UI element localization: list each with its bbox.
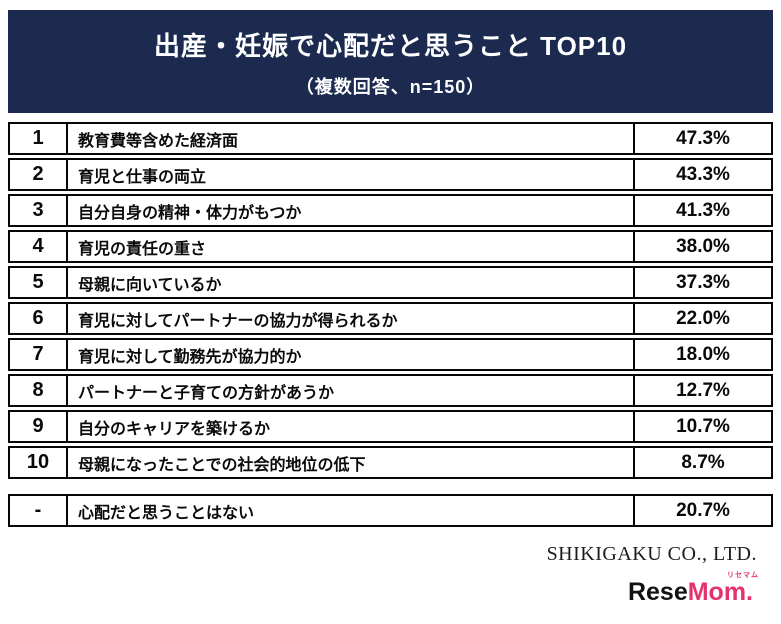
percent-cell: 18.0% — [633, 340, 771, 369]
table-row: 4 育児の責任の重さ 38.0% — [8, 230, 773, 263]
percent-cell: 47.3% — [633, 124, 771, 153]
percent-cell: 41.3% — [633, 196, 771, 225]
table-row: 8 パートナーと子育ての方針があうか 12.7% — [8, 374, 773, 407]
item-cell: 心配だと思うことはない — [78, 504, 255, 522]
rank-cell: - — [10, 496, 68, 525]
rank-cell: 10 — [10, 448, 68, 477]
rank-cell: 1 — [10, 124, 68, 153]
percent-cell: 10.7% — [633, 412, 771, 441]
item-cell: パートナーと子育ての方針があうか — [78, 384, 335, 402]
percent-cell: 38.0% — [633, 232, 771, 261]
item-cell: 育児に対してパートナーの協力が得られるか — [78, 312, 398, 330]
chart-header: 出産・妊娠で心配だと思うこと TOP10 （複数回答、n=150） — [8, 10, 773, 113]
percent-cell: 37.3% — [633, 268, 771, 297]
ranking-table: 1 教育費等含めた経済面 47.3% 2 育児と仕事の両立 43.3% 3 自分… — [8, 122, 773, 527]
table-row: 10 母親になったことでの社会的地位の低下 8.7% — [8, 446, 773, 479]
percent-cell: 22.0% — [633, 304, 771, 333]
rank-cell: 9 — [10, 412, 68, 441]
table-row: 6 育児に対してパートナーの協力が得られるか 22.0% — [8, 302, 773, 335]
item-cell: 教育費等含めた経済面 — [78, 132, 239, 150]
item-cell: 育児に対して勤務先が協力的か — [78, 348, 302, 366]
rank-cell: 6 — [10, 304, 68, 333]
footer: SHIKIGAKU CO., LTD. ReseMom. リセマム — [8, 543, 773, 605]
table-row: 5 母親に向いているか 37.3% — [8, 266, 773, 299]
logo-text-rese: Rese — [627, 578, 688, 606]
table-row: 1 教育費等含めた経済面 47.3% — [8, 122, 773, 155]
rank-cell: 5 — [10, 268, 68, 297]
chart-title: 出産・妊娠で心配だと思うこと TOP10 — [153, 31, 628, 61]
item-cell: 自分のキャリアを築けるか — [78, 420, 271, 438]
rank-cell: 4 — [10, 232, 68, 261]
chart-subtitle: （複数回答、n=150） — [295, 77, 486, 97]
logo-text-mom: Mom. — [687, 578, 753, 606]
item-cell: 育児と仕事の両立 — [78, 168, 207, 186]
rank-cell: 2 — [10, 160, 68, 189]
rank-cell: 8 — [10, 376, 68, 405]
rank-cell: 3 — [10, 196, 68, 225]
percent-cell: 8.7% — [633, 448, 771, 477]
table-row: 7 育児に対して勤務先が協力的か 18.0% — [8, 338, 773, 371]
percent-cell: 20.7% — [633, 496, 771, 525]
table-row: 9 自分のキャリアを築けるか 10.7% — [8, 410, 773, 443]
table-row-no-worry: - 心配だと思うことはない 20.7% — [8, 494, 773, 527]
item-cell: 育児の責任の重さ — [78, 240, 207, 258]
percent-cell: 43.3% — [633, 160, 771, 189]
company-name: SHIKIGAKU CO., LTD. — [546, 543, 757, 565]
logo-ruby-text: リセマム — [727, 572, 759, 579]
item-cell: 自分自身の精神・体力がもつか — [78, 204, 302, 222]
item-cell: 母親になったことでの社会的地位の低下 — [78, 456, 366, 474]
rank-cell: 7 — [10, 340, 68, 369]
item-cell: 母親に向いているか — [78, 276, 222, 294]
table-row: 2 育児と仕事の両立 43.3% — [8, 158, 773, 191]
resemom-logo: ReseMom. リセマム — [627, 572, 758, 606]
table-row: 3 自分自身の精神・体力がもつか 41.3% — [8, 194, 773, 227]
percent-cell: 12.7% — [633, 376, 771, 405]
